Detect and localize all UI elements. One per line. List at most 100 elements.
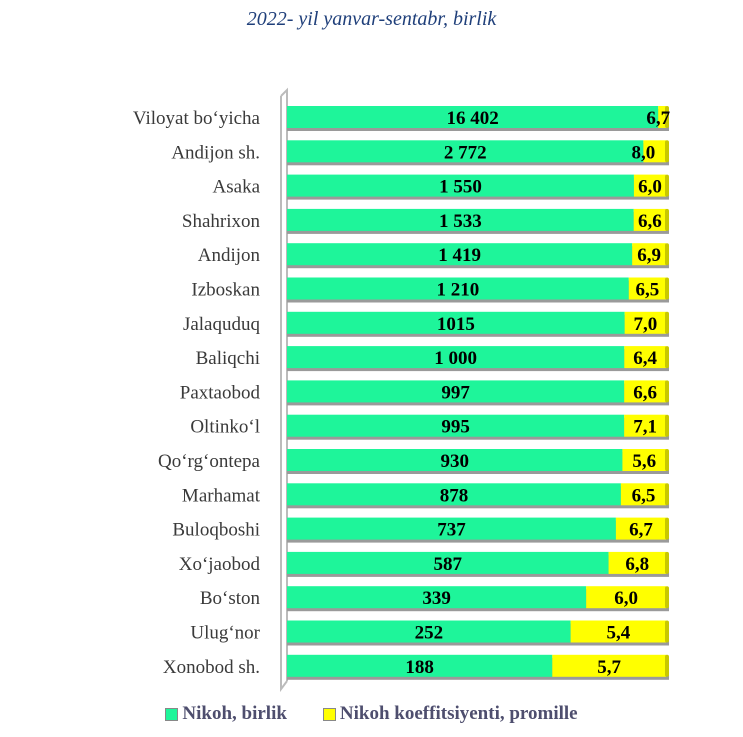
bar-end-cap [665, 106, 669, 128]
bar-nikoh [287, 483, 621, 506]
data-label-nikoh: 587 [434, 554, 463, 575]
data-label-nikoh: 1 533 [439, 211, 482, 232]
data-label-koeffitsiyent: 6,5 [632, 485, 656, 506]
data-label-koeffitsiyent: 6,9 [637, 245, 661, 266]
bar-end-cap [665, 517, 669, 540]
bar-chart: Viloyat bo‘yicha 16 402 6,7 Andijon sh. 2 77… [133, 87, 671, 693]
data-label-koeffitsiyent: 5,7 [597, 657, 621, 678]
bar-end-cap [665, 586, 669, 609]
bar-nikoh [287, 586, 587, 609]
legend-item-koeffitsiyent: Nikoh koeffitsiyenti, promille [322, 703, 578, 725]
bar-nikoh [287, 174, 634, 197]
bar-nikoh [287, 243, 633, 266]
bar-koeffitsiyent [615, 517, 666, 540]
bar-end-cap [665, 174, 669, 197]
data-label-koeffitsiyent: 6,7 [646, 108, 670, 129]
bar-koeffitsiyent [628, 277, 666, 300]
bar-koeffitsiyent [633, 208, 666, 231]
legend-label: Nikoh koeffitsiyenti, promille [339, 703, 578, 724]
chart-title: 2022- yil yanvar-sentabr, birlik [246, 8, 497, 30]
legend-item-nikoh: Nikoh, birlik [165, 703, 287, 725]
bar-koeffitsiyent [624, 346, 666, 369]
category-label: Andijon sh. [171, 142, 260, 163]
bar-end-cap [665, 414, 669, 437]
legend-swatch-green [165, 707, 179, 721]
legend-swatch-yellow [322, 707, 336, 721]
data-label-koeffitsiyent: 6,6 [633, 382, 657, 403]
axis-wall [280, 87, 288, 693]
category-label: Qo‘rg‘ontepa [158, 451, 261, 472]
bar-nikoh [287, 654, 553, 677]
data-label-nikoh: 1015 [437, 314, 475, 335]
category-label: Shahrixon [182, 211, 261, 232]
bar-koeffitsiyent [608, 551, 666, 574]
bar-nikoh [287, 311, 625, 334]
data-label-nikoh: 995 [441, 417, 470, 438]
bar-end-cap [665, 311, 669, 334]
legend-label: Nikoh, birlik [182, 703, 287, 724]
data-label-koeffitsiyent: 6,4 [633, 348, 657, 369]
data-label-koeffitsiyent: 6,0 [614, 588, 638, 609]
bar-koeffitsiyent [658, 106, 666, 128]
bar-koeffitsiyent [586, 586, 666, 609]
data-label-nikoh: 1 000 [434, 348, 477, 369]
bar-end-cap [665, 208, 669, 231]
bar-nikoh [287, 620, 571, 643]
category-label: Marhamat [182, 485, 261, 506]
bar-koeffitsiyent [570, 620, 666, 643]
bar-nikoh [287, 208, 634, 231]
category-label: Izboskan [191, 280, 260, 301]
category-label: Xo‘jaobod [179, 554, 261, 575]
data-label-nikoh: 930 [440, 451, 469, 472]
data-label-koeffitsiyent: 7,1 [633, 417, 657, 438]
bar-nikoh [287, 106, 659, 128]
bar-koeffitsiyent [622, 449, 666, 471]
data-label-koeffitsiyent: 5,4 [606, 623, 630, 644]
bar-end-cap [665, 449, 669, 471]
data-label-nikoh: 1 419 [438, 245, 481, 266]
bar-koeffitsiyent [624, 311, 666, 334]
bar-nikoh [287, 277, 629, 300]
category-label: Jalaquduq [183, 314, 261, 335]
category-label: Xonobod sh. [163, 657, 260, 678]
bar-koeffitsiyent [632, 243, 666, 266]
category-label: Oltinko‘l [190, 417, 260, 438]
legend: Nikoh, birlik Nikoh koeffitsiyenti, prom… [0, 703, 743, 725]
bar-koeffitsiyent [624, 414, 666, 437]
bar-end-cap [665, 243, 669, 266]
bar-koeffitsiyent [624, 380, 666, 403]
data-label-koeffitsiyent: 6,6 [638, 211, 662, 232]
data-label-nikoh: 997 [441, 382, 470, 403]
bar-koeffitsiyent [633, 174, 666, 197]
bar-end-cap [665, 380, 669, 403]
bar-end-cap [665, 140, 669, 163]
bar-end-cap [665, 551, 669, 574]
bar-nikoh [287, 140, 644, 163]
data-label-nikoh: 2 772 [444, 142, 487, 163]
data-label-nikoh: 16 402 [446, 108, 498, 129]
bar-koeffitsiyent [620, 483, 666, 506]
data-label-koeffitsiyent: 6,0 [638, 177, 662, 198]
data-label-nikoh: 737 [437, 520, 466, 541]
data-label-nikoh: 878 [440, 485, 469, 506]
data-label-nikoh: 1 210 [437, 280, 480, 301]
bar-koeffitsiyent [552, 654, 666, 677]
bar-end-cap [665, 346, 669, 369]
data-label-nikoh: 1 550 [439, 177, 482, 198]
bar-nikoh [287, 414, 625, 437]
bar-nikoh [287, 517, 616, 540]
bar-nikoh [287, 449, 623, 471]
bar-nikoh [287, 346, 625, 369]
data-label-nikoh: 188 [405, 657, 434, 678]
category-label: Bo‘ston [200, 588, 261, 609]
data-label-koeffitsiyent: 6,5 [636, 280, 660, 301]
bar-end-cap [665, 483, 669, 506]
bar-end-cap [665, 277, 669, 300]
bar-end-cap [665, 620, 669, 643]
data-label-nikoh: 252 [415, 623, 444, 644]
category-label: Baliqchi [196, 348, 260, 369]
category-label: Ulug‘nor [190, 623, 260, 644]
data-label-koeffitsiyent: 6,7 [629, 520, 653, 541]
data-label-koeffitsiyent: 8,0 [632, 142, 656, 163]
data-label-koeffitsiyent: 5,6 [632, 451, 656, 472]
